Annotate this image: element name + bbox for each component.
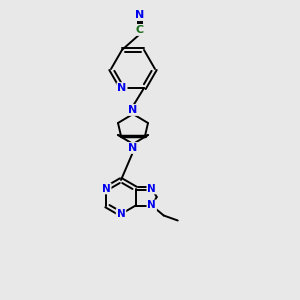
Text: N: N <box>135 10 145 20</box>
Text: N: N <box>128 143 138 153</box>
Text: N: N <box>128 105 138 115</box>
Text: N: N <box>102 184 111 194</box>
Text: C: C <box>136 25 144 35</box>
Text: N: N <box>117 83 127 93</box>
Text: N: N <box>147 184 156 194</box>
Text: N: N <box>147 200 156 211</box>
Text: N: N <box>117 209 125 219</box>
